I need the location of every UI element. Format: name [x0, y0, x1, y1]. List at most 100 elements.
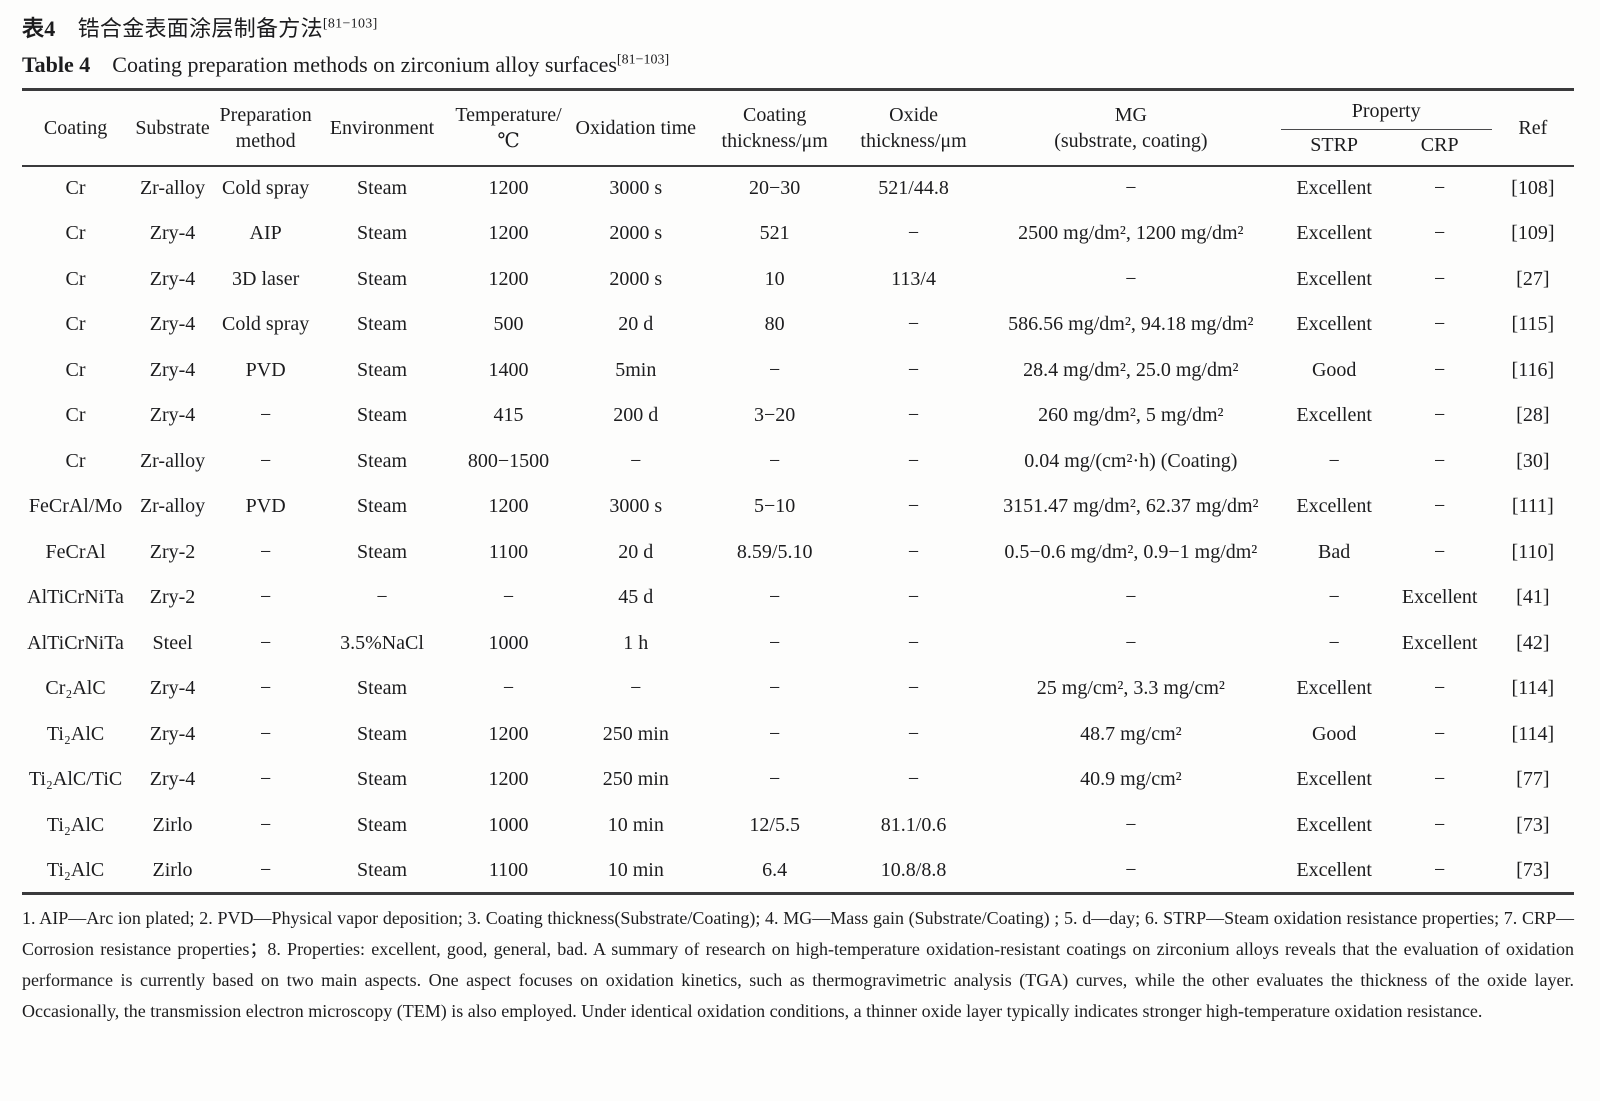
table-cell: −: [907, 358, 920, 381]
table-cell: −: [907, 722, 920, 745]
table-row: Cr Zry-4 − Steam 415 200 d 3−20 − 260 mg/dm², 5 …: [22, 393, 1574, 439]
table-cell: 80: [764, 313, 785, 336]
table-cell: −: [1434, 358, 1446, 381]
table-cell: 2000 s: [609, 222, 663, 245]
table-cell: −: [260, 449, 272, 472]
header-substrate: Substrate: [135, 116, 210, 139]
table-cell: [114]: [1511, 677, 1555, 700]
table-cell: −: [1328, 449, 1340, 472]
table-cell: Excellent: [1296, 677, 1372, 700]
table-cell: −: [769, 768, 781, 791]
table-cell: Steam: [357, 404, 408, 427]
table-cell: Excellent: [1296, 495, 1372, 518]
table-cell: −: [260, 404, 272, 427]
table-row: Cr Zr-alloy − Steam 800−1500 − − − 0.04 mg/(cm²·…: [22, 439, 1574, 485]
table-cell: −: [260, 858, 272, 881]
table-cell: −: [1434, 540, 1446, 563]
table-cell: 20 d: [618, 540, 654, 563]
table-cell: −: [769, 631, 781, 654]
header-oxide-thickness: Oxide thickness/μm: [860, 103, 967, 152]
table-cell: 3000 s: [609, 495, 663, 518]
table-cell: 0.5−0.6 mg/dm², 0.9−1 mg/dm²: [1004, 540, 1258, 563]
table-cell: 521: [759, 222, 790, 245]
table-cell: −: [1434, 177, 1446, 200]
table-cell: −: [1434, 677, 1446, 700]
table-cell: 81.1/0.6: [880, 813, 947, 836]
table-cell: Cr: [65, 358, 86, 381]
table-cell: 1100: [488, 540, 529, 563]
table-cell: −: [502, 677, 515, 700]
table-cell: Zry-4: [149, 313, 196, 336]
table-cell: 45 d: [618, 586, 654, 609]
table-cell: 250 min: [602, 722, 669, 745]
table-row: Cr Zry-4 3D laser Steam 1200 2000 s 10 113/4 − Ex…: [22, 257, 1574, 303]
table-cell: Excellent: [1401, 631, 1478, 654]
table-cell: 3D laser: [232, 267, 300, 290]
table-cell: −: [907, 222, 920, 245]
header-mass-gain: MG (substrate, coating): [1054, 103, 1208, 152]
header-crp: CRP: [1420, 134, 1459, 157]
table-cell: 3−20: [754, 404, 796, 427]
header-property-group: Property: [1280, 89, 1492, 130]
table-cell: 3000 s: [609, 177, 663, 200]
table-cell: Steam: [357, 267, 408, 290]
table-cell: −: [907, 677, 920, 700]
coatings-table: Coating Substrate Preparation method Env…: [22, 88, 1574, 895]
table-cell: −: [1125, 813, 1137, 836]
table-cell: Excellent: [1401, 586, 1478, 609]
table-cell: [115]: [1511, 313, 1555, 336]
table-cell: −: [376, 586, 388, 609]
table-cell: Zry-4: [149, 722, 196, 745]
table-cell: 1200: [488, 222, 529, 245]
table-cell: PVD: [245, 358, 286, 381]
header-temperature: Temperature/ ℃: [455, 103, 562, 152]
table-cell: Steam: [357, 222, 408, 245]
table-cell: −: [769, 449, 781, 472]
table-cell: [114]: [1511, 722, 1555, 745]
caption-en-reference: [81−103]: [616, 52, 670, 68]
table-cell: Cr: [65, 404, 86, 427]
table-cell: −: [1434, 813, 1446, 836]
table-cell: [109]: [1511, 222, 1555, 245]
caption-en-text: Coating preparation methods on zirconium…: [112, 52, 617, 77]
table-cell: Zr-alloy: [139, 495, 206, 518]
table-cell: Zr-alloy: [139, 177, 206, 200]
table-row: Ti₂AlC Zry-4 − Steam 1200 250 min − − 48.7 mg/cm…: [22, 712, 1574, 758]
table-cell: Cr₂AlC: [45, 677, 106, 700]
table-cell: −: [260, 586, 272, 609]
table-cell: Cold spray: [222, 313, 310, 336]
table-cell: 20 d: [618, 313, 654, 336]
table-row: Cr Zr-alloy Cold spray Steam 1200 3000 s 20−30…: [22, 166, 1574, 212]
table-cell: 25 mg/cm², 3.3 mg/cm²: [1036, 677, 1225, 700]
table-cell: Excellent: [1296, 267, 1372, 290]
table-row: AlTiCrNiTa Steel − 3.5%NaCl 1000 1 h − − − − Excel…: [22, 621, 1574, 667]
table-cell: −: [1328, 586, 1340, 609]
table-cell: −: [1434, 768, 1446, 791]
table-cell: −: [1125, 586, 1137, 609]
table-cell: 1 h: [623, 631, 649, 654]
table-row: Cr Zry-4 PVD Steam 1400 5min − − 28.4 mg/dm², 25…: [22, 348, 1574, 394]
table-cell: −: [260, 768, 272, 791]
table-cell: −: [260, 540, 272, 563]
table-cell: 1100: [488, 858, 529, 881]
table-cell: Steam: [357, 722, 408, 745]
table-cell: [28]: [1516, 404, 1550, 427]
caption-en-label: Table 4: [22, 52, 91, 77]
table-cell: 1200: [488, 267, 529, 290]
table-cell: 1000: [488, 631, 529, 654]
table-cell: −: [907, 495, 920, 518]
table-cell: Steam: [357, 813, 408, 836]
table-caption-en: Table 4 Coating preparation methods on zi…: [22, 51, 1574, 79]
table-cell: −: [630, 449, 642, 472]
table-cell: [110]: [1511, 540, 1555, 563]
table-cell: 10: [764, 267, 785, 290]
table-cell: −: [260, 813, 272, 836]
table-cell: −: [1434, 858, 1446, 881]
table-cell: Cr: [65, 313, 86, 336]
table-cell: 1200: [488, 722, 529, 745]
caption-zh-label: 表4: [22, 16, 56, 41]
table-cell: Excellent: [1296, 404, 1372, 427]
table-cell: −: [769, 586, 781, 609]
table-cell: −: [1434, 722, 1446, 745]
